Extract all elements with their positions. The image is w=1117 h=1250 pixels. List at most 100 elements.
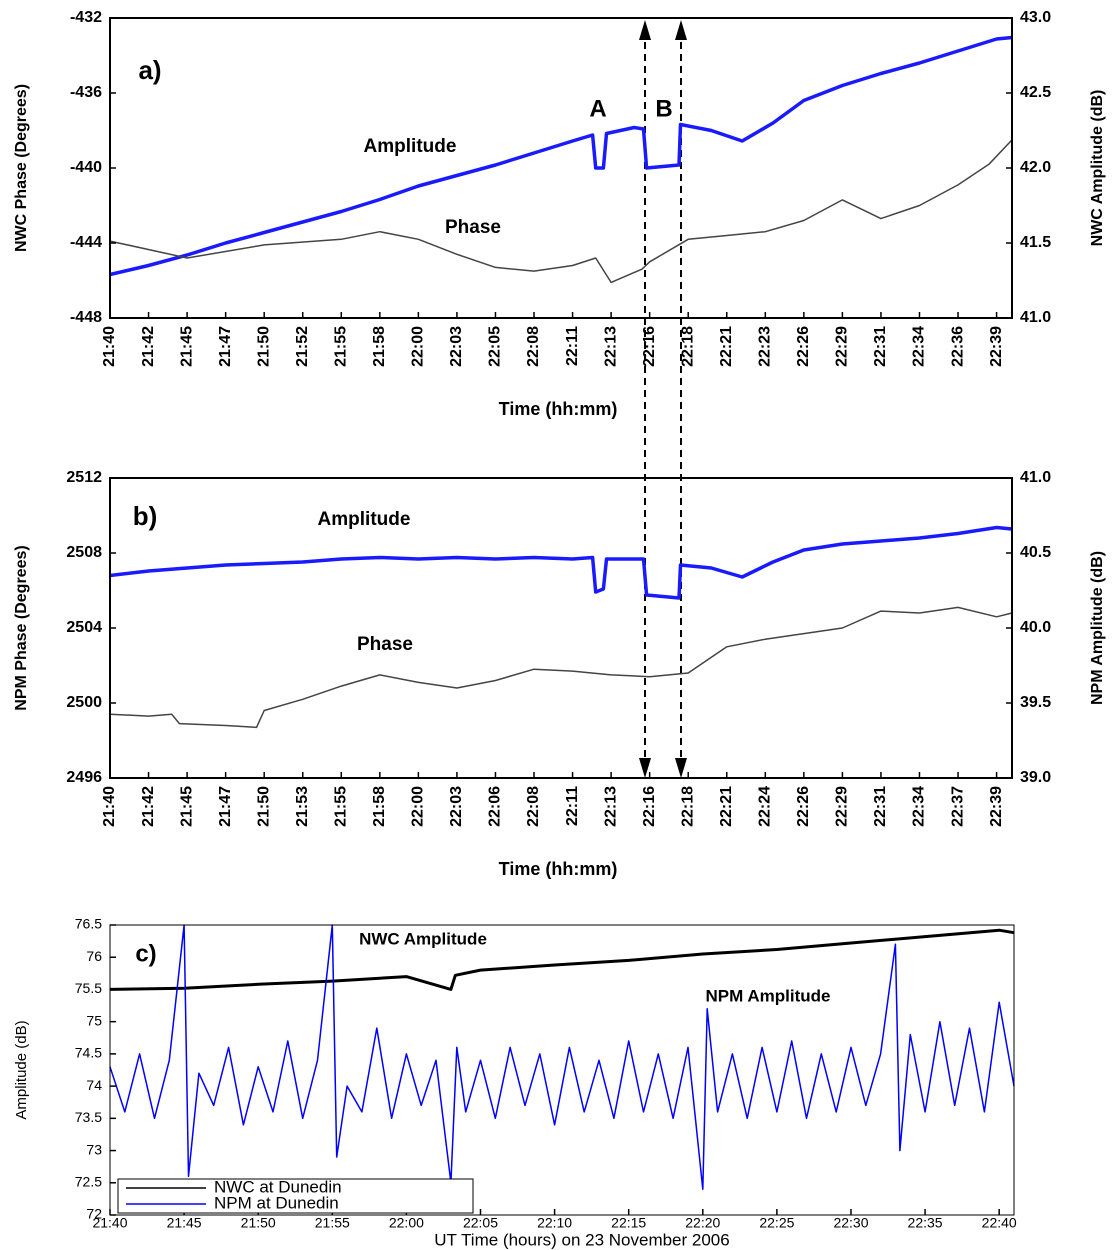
y-tick-label: 75 — [86, 1012, 102, 1028]
x-tick-label: 22:34 — [911, 786, 928, 827]
y-tick-label: -444 — [70, 234, 102, 251]
x-tick-label: 22:31 — [872, 326, 889, 367]
x-tick-label: 21:42 — [140, 786, 157, 827]
annotation: B — [655, 95, 672, 122]
series-line — [109, 606, 1013, 729]
y2-tick-label: 43.0 — [1020, 9, 1051, 26]
x-tick-label: 22:11 — [564, 326, 581, 366]
x-tick-label: 22:13 — [602, 326, 619, 367]
x-tick-label: 22:36 — [949, 326, 966, 367]
legend-box — [117, 1178, 474, 1214]
x-tick-label: 22:10 — [537, 1215, 572, 1231]
x-tick-label: 21:45 — [178, 326, 195, 367]
y2-tick-label: 40.5 — [1020, 544, 1051, 561]
x-tick-label: 22:37 — [949, 786, 966, 827]
x-tick-label: 22:34 — [911, 326, 928, 367]
y2-tick-label: 41.5 — [1020, 234, 1051, 251]
x-tick-label: 21:55 — [333, 786, 350, 827]
x-tick-label: 22:29 — [834, 326, 851, 367]
y-tick-label: 72 — [86, 1206, 102, 1222]
x-tick-label: 22:24 — [757, 786, 774, 827]
x-tick-label: 22:31 — [872, 786, 889, 827]
x-tick-label: 21:55 — [333, 326, 350, 367]
x-tick-label: 22:23 — [757, 326, 774, 367]
y-tick-label: 73 — [86, 1141, 102, 1157]
annotation: a) — [138, 55, 161, 85]
y2-tick-label: 41.0 — [1020, 309, 1051, 326]
y-tick-label: 73.5 — [75, 1109, 102, 1125]
plot-frame — [109, 477, 1013, 779]
x-tick-label: 22:39 — [988, 786, 1005, 827]
annotation: b) — [133, 501, 158, 531]
annotation: NPM Amplitude — [706, 986, 831, 1005]
y-tick-label: 75.5 — [75, 980, 102, 996]
series-line — [109, 525, 1013, 600]
x-tick-label: 22:29 — [834, 786, 851, 827]
arrowheads — [639, 20, 687, 778]
series-line — [109, 35, 1013, 277]
x-tick-label: 22:39 — [988, 326, 1005, 367]
plot-area — [109, 35, 1013, 284]
y-tick-label: 76 — [86, 948, 102, 964]
y-axis-label: NWC Phase (Degrees) — [13, 84, 30, 252]
x-tick-label: 22:11 — [564, 786, 581, 826]
y2-tick-label: 39.0 — [1020, 769, 1051, 786]
x-tick-label: 21:50 — [255, 326, 272, 367]
x-tick-label: 22:18 — [679, 326, 696, 367]
y-tick-label: 76.5 — [75, 916, 102, 932]
y-axis-label: Amplitude (dB) — [13, 1020, 30, 1119]
y-tick-label: 2504 — [66, 619, 102, 636]
arrowhead — [639, 758, 651, 778]
arrowhead — [675, 758, 687, 778]
series-label: Phase — [445, 217, 501, 238]
y2-tick-label: 40.0 — [1020, 619, 1051, 636]
y2-axis-label: NPM Amplitude (dB) — [1089, 551, 1106, 705]
x-tick-label: 21:50 — [241, 1215, 276, 1231]
x-tick-label: 22:20 — [685, 1215, 720, 1231]
x-tick-label: 22:03 — [448, 326, 465, 367]
x-tick-label: 22:21 — [718, 786, 735, 827]
x-tick-label: 22:35 — [908, 1215, 943, 1231]
x-tick-label: 22:25 — [759, 1215, 794, 1231]
y-tick-label: 74 — [86, 1077, 102, 1093]
x-tick-label: 22:08 — [525, 786, 542, 827]
x-tick-label: 22:05 — [487, 326, 504, 367]
x-tick-label: 21:40 — [92, 1215, 127, 1231]
plot-area — [109, 525, 1013, 729]
y-tick-label: -432 — [70, 9, 102, 26]
y-tick-label: 72.5 — [75, 1173, 102, 1189]
x-tick-label: 22:08 — [525, 326, 542, 367]
series-line — [109, 139, 1013, 284]
y-tick-label: -440 — [70, 159, 102, 176]
y-tick-label: 2508 — [66, 544, 102, 561]
y-tick-label: 2496 — [66, 769, 102, 786]
series-line — [109, 928, 1015, 991]
x-axis-label: UT Time (hours) on 23 November 2006 — [434, 1230, 729, 1249]
x-tick-label: 21:53 — [294, 786, 311, 827]
x-tick-label: 22:16 — [641, 786, 658, 827]
annotation: A — [589, 95, 606, 122]
y2-tick-label: 41.0 — [1020, 469, 1051, 486]
series-label: Phase — [357, 634, 413, 655]
x-tick-label: 22:21 — [718, 326, 735, 367]
x-tick-label: 22:05 — [463, 1215, 498, 1231]
x-tick-label: 22:06 — [487, 786, 504, 827]
x-tick-label: 21:52 — [294, 326, 311, 367]
x-tick-label: 21:58 — [371, 326, 388, 367]
arrowhead — [639, 20, 651, 40]
x-tick-label: 22:15 — [611, 1215, 646, 1231]
x-tick-label: 22:16 — [641, 326, 658, 367]
y2-axis-label: NWC Amplitude (dB) — [1089, 90, 1106, 247]
plot-area — [109, 924, 1015, 1190]
x-tick-label: 22:13 — [602, 786, 619, 827]
y-axis-label: NPM Phase (Degrees) — [13, 545, 30, 710]
legend-label: NWC at Dunedin — [214, 1177, 342, 1196]
y2-tick-label: 42.5 — [1020, 84, 1051, 101]
x-tick-label: 22:03 — [448, 786, 465, 827]
x-tick-label: 22:40 — [982, 1215, 1017, 1231]
legend-label: NPM at Dunedin — [214, 1193, 339, 1212]
plot-frame — [109, 924, 1015, 1216]
